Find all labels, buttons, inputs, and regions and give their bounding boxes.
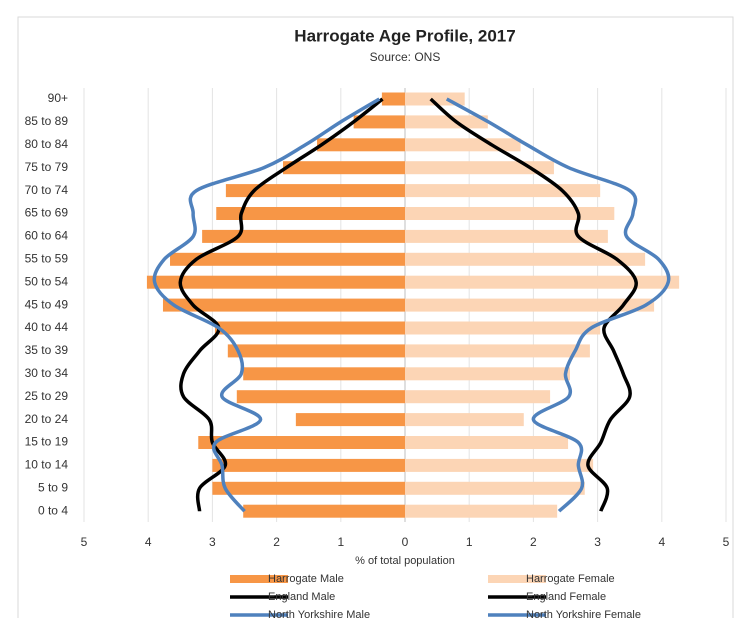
bar	[225, 184, 405, 198]
x-tick-label: 5	[81, 535, 88, 549]
x-tick-label: 3	[594, 535, 601, 549]
legend-label: England Female	[526, 591, 606, 603]
bar	[227, 344, 405, 358]
x-tick-label: 2	[530, 535, 537, 549]
y-tick-label: 30 to 34	[25, 366, 69, 380]
bar	[243, 367, 405, 381]
y-tick-label: 75 to 79	[25, 160, 69, 174]
bar	[405, 504, 558, 518]
bar	[405, 367, 570, 381]
y-tick-label: 90+	[48, 91, 68, 105]
bar	[405, 344, 590, 358]
bar	[405, 229, 608, 243]
y-tick-label: 0 to 4	[38, 503, 68, 517]
x-tick-label: 2	[273, 535, 280, 549]
bar	[405, 413, 524, 427]
y-tick-label: 40 to 44	[25, 320, 69, 334]
bar	[405, 458, 594, 472]
bar	[405, 321, 601, 335]
line	[429, 97, 638, 512]
y-tick-label: 70 to 74	[25, 183, 69, 197]
x-tick-label: 3	[209, 535, 216, 549]
y-tick-label: 85 to 89	[25, 114, 69, 128]
bar	[405, 481, 585, 495]
bar	[212, 481, 405, 495]
y-tick-label: 65 to 69	[25, 206, 69, 220]
y-tick-label: 10 to 14	[25, 458, 69, 472]
bar	[405, 184, 601, 198]
y-tick-label: 80 to 84	[25, 137, 69, 151]
bar	[353, 115, 405, 129]
legend-label: North Yorkshire Male	[268, 609, 370, 618]
legend-label: Harrogate Male	[268, 573, 344, 585]
y-tick-label: 5 to 9	[38, 480, 68, 494]
bar	[405, 436, 569, 449]
chart-frame	[17, 16, 734, 618]
bar	[283, 161, 405, 175]
x-tick-label: 4	[658, 535, 665, 549]
bar	[216, 207, 405, 220]
y-tick-label: 55 to 59	[25, 251, 69, 265]
y-tick-label: 15 to 19	[25, 435, 69, 449]
bar	[295, 413, 405, 427]
legend-swatch	[230, 575, 288, 583]
y-tick-label: 50 to 54	[25, 274, 69, 288]
bar	[405, 298, 655, 312]
legend-swatch	[488, 575, 546, 583]
bar	[198, 436, 405, 449]
chart-title: Harrogate Age Profile, 2017	[294, 26, 515, 45]
bar	[405, 115, 488, 129]
bar	[405, 138, 521, 152]
x-tick-label: 0	[402, 535, 409, 549]
bar	[146, 275, 405, 289]
bar	[212, 458, 405, 472]
y-tick-label: 45 to 49	[25, 297, 69, 311]
y-tick-label: 60 to 64	[25, 229, 69, 243]
line	[178, 97, 384, 512]
bar	[405, 252, 646, 266]
x-tick-label: 4	[145, 535, 152, 549]
bar	[381, 92, 405, 106]
bar	[405, 207, 615, 220]
y-tick-label: 25 to 29	[25, 389, 69, 403]
y-tick-label: 35 to 39	[25, 343, 69, 357]
bar	[243, 504, 405, 518]
bar	[214, 321, 405, 335]
x-tick-label: 1	[337, 535, 344, 549]
x-tick-label: 5	[723, 535, 730, 549]
bar	[236, 390, 405, 404]
bar	[405, 161, 554, 175]
legend-label: North Yorkshire Female	[526, 609, 641, 618]
bar	[317, 138, 405, 152]
legend-label: England Male	[268, 591, 335, 603]
x-axis-label: % of total population	[355, 555, 455, 567]
legend-label: Harrogate Female	[526, 573, 615, 585]
y-tick-label: 20 to 24	[25, 412, 69, 426]
line	[152, 97, 381, 513]
bar	[405, 390, 551, 404]
chart-subtitle: Source: ONS	[370, 50, 441, 64]
line	[445, 97, 671, 513]
bar	[170, 252, 405, 266]
bar	[405, 275, 680, 289]
x-tick-label: 1	[466, 535, 473, 549]
bar	[202, 229, 405, 243]
bar	[162, 298, 405, 312]
